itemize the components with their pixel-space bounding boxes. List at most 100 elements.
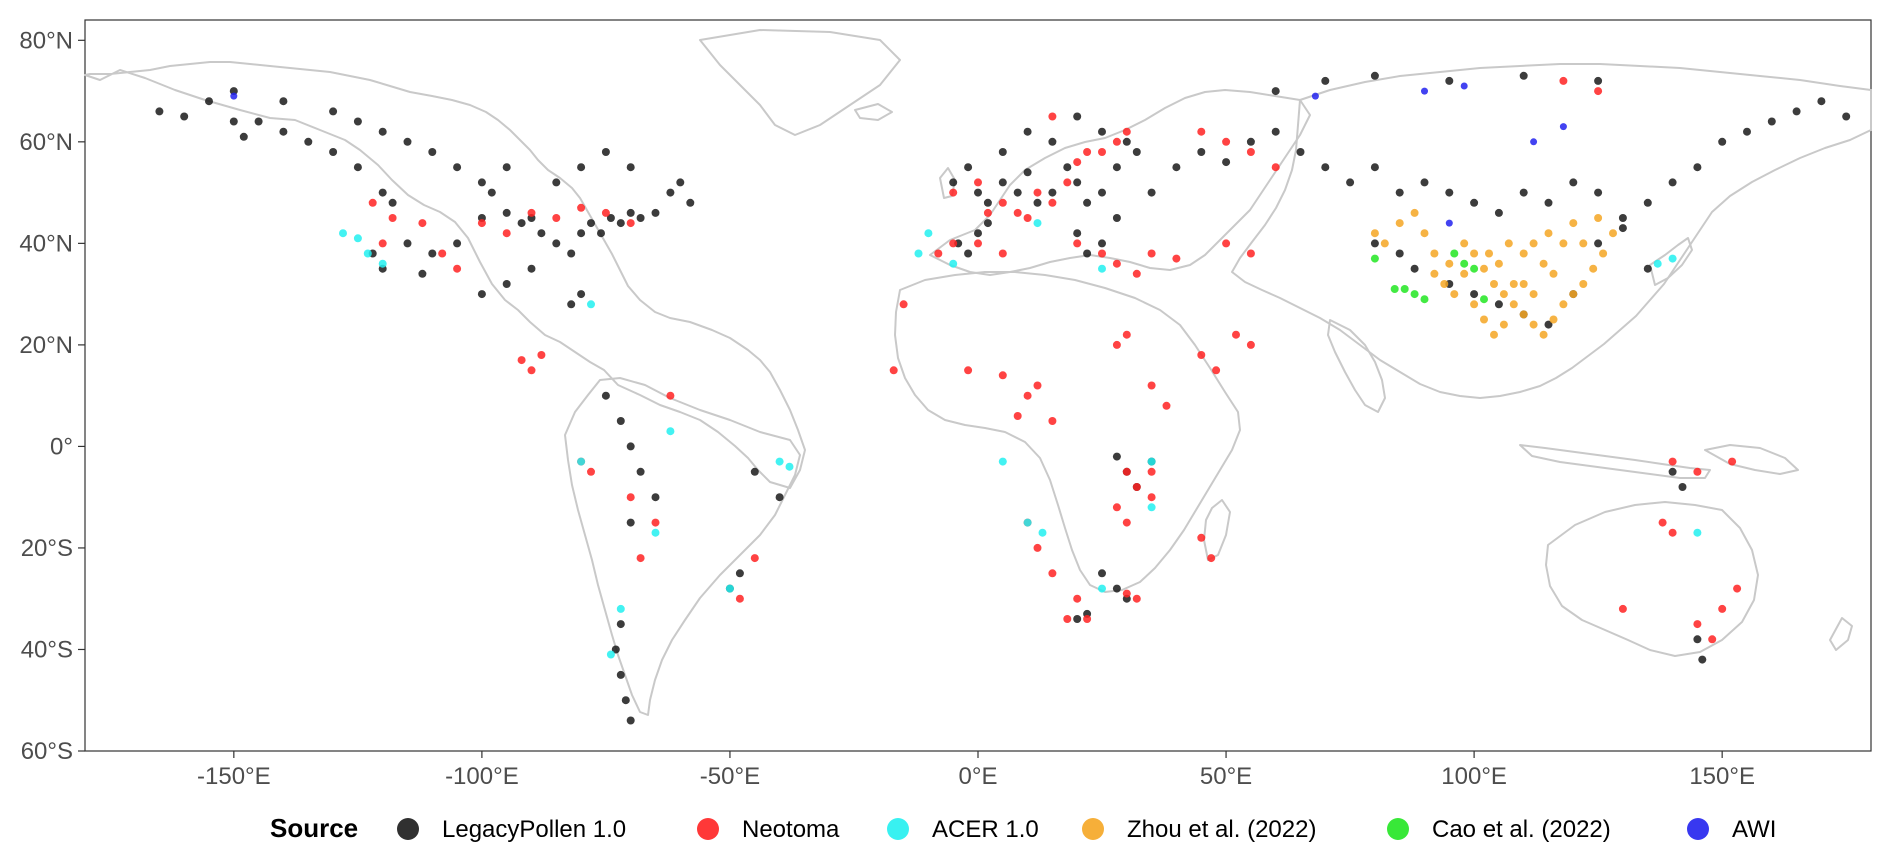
site-point-zhou-et-al-2022 <box>1559 300 1568 309</box>
site-point-legacypollen-1-0 <box>428 148 437 156</box>
site-point-neotoma <box>1246 148 1255 156</box>
site-point-legacypollen-1-0 <box>1743 127 1751 136</box>
site-point-legacypollen-1-0 <box>974 188 982 197</box>
site-point-acer-1-0 <box>651 528 660 537</box>
site-point-legacypollen-1-0 <box>1048 188 1057 197</box>
site-point-legacypollen-1-0 <box>567 249 576 258</box>
site-point-zhou-et-al-2022 <box>1559 239 1568 248</box>
site-point-legacypollen-1-0 <box>1271 87 1280 96</box>
site-point-neotoma <box>974 178 982 187</box>
site-point-zhou-et-al-2022 <box>1430 249 1439 258</box>
site-point-legacypollen-1-0 <box>502 163 511 172</box>
site-point-legacypollen-1-0 <box>1519 188 1528 197</box>
site-point-awi <box>1311 92 1319 100</box>
site-point-neotoma <box>1122 127 1131 136</box>
site-point-legacypollen-1-0 <box>329 148 338 156</box>
site-point-cao-et-al-2022 <box>1480 295 1488 304</box>
site-point-legacypollen-1-0 <box>735 569 744 578</box>
site-point-legacypollen-1-0 <box>1668 178 1677 187</box>
legend-label: Cao et al. (2022) <box>1432 816 1611 843</box>
site-point-legacypollen-1-0 <box>1668 467 1677 476</box>
y-tick-label: 40°N <box>19 230 73 257</box>
site-point-zhou-et-al-2022 <box>1370 229 1379 238</box>
site-point-legacypollen-1-0 <box>1063 163 1072 172</box>
site-point-zhou-et-al-2022 <box>1430 269 1439 278</box>
site-point-legacypollen-1-0 <box>229 87 238 96</box>
site-point-legacypollen-1-0 <box>1519 71 1528 80</box>
site-point-neotoma <box>552 214 561 222</box>
site-point-zhou-et-al-2022 <box>1519 310 1528 319</box>
site-point-zhou-et-al-2022 <box>1470 300 1479 309</box>
site-point-zhou-et-al-2022 <box>1549 315 1558 324</box>
site-point-acer-1-0 <box>339 229 347 238</box>
x-tick-label: 150°E <box>1689 763 1755 790</box>
site-point-neotoma <box>502 229 511 238</box>
site-point-neotoma <box>1728 457 1737 466</box>
site-point-neotoma <box>1668 528 1677 537</box>
x-tick-label: 100°E <box>1441 763 1507 790</box>
x-tick-label: 50°E <box>1200 763 1252 790</box>
legend-label: LegacyPollen 1.0 <box>442 816 626 843</box>
site-point-neotoma <box>1122 467 1131 476</box>
site-point-neotoma <box>1232 330 1240 339</box>
site-point-legacypollen-1-0 <box>1494 208 1503 217</box>
site-point-neotoma <box>1197 127 1206 136</box>
site-point-zhou-et-al-2022 <box>1450 290 1459 299</box>
site-point-legacypollen-1-0 <box>601 391 610 400</box>
legend-entries: LegacyPollen 1.0 Neotoma ACER 1.0 Zhou et a… <box>397 816 1776 843</box>
legend-label: AWI <box>1732 816 1776 843</box>
site-point-neotoma <box>1073 594 1082 603</box>
site-point-legacypollen-1-0 <box>1197 148 1206 156</box>
site-point-neotoma <box>1063 178 1072 187</box>
site-point-awi <box>1460 82 1468 90</box>
site-point-acer-1-0 <box>949 259 958 268</box>
site-point-legacypollen-1-0 <box>239 132 248 141</box>
site-point-zhou-et-al-2022 <box>1579 280 1588 288</box>
site-point-neotoma <box>1112 259 1121 268</box>
site-point-legacypollen-1-0 <box>1445 76 1454 85</box>
legend-title: Source <box>270 813 358 843</box>
site-point-legacypollen-1-0 <box>1410 264 1419 273</box>
site-point-legacypollen-1-0 <box>254 117 263 126</box>
site-point-neotoma <box>1048 417 1057 425</box>
site-point-neotoma <box>998 371 1007 380</box>
coastline-australia <box>1545 501 1759 657</box>
site-point-legacypollen-1-0 <box>1370 239 1379 248</box>
site-point-legacypollen-1-0 <box>378 127 387 136</box>
site-point-neotoma <box>1033 381 1042 390</box>
site-point-neotoma <box>1073 158 1082 167</box>
site-point-neotoma <box>1693 620 1702 629</box>
site-point-neotoma <box>1212 366 1221 375</box>
site-point-legacypollen-1-0 <box>636 214 645 222</box>
site-point-legacypollen-1-0 <box>1321 163 1330 172</box>
site-point-zhou-et-al-2022 <box>1519 280 1528 288</box>
site-point-legacypollen-1-0 <box>1246 137 1255 146</box>
site-point-legacypollen-1-0 <box>1594 188 1603 197</box>
site-point-legacypollen-1-0 <box>1321 76 1330 85</box>
site-point-neotoma <box>1132 269 1141 278</box>
site-point-legacypollen-1-0 <box>1395 188 1404 197</box>
site-point-legacypollen-1-0 <box>1073 229 1082 238</box>
site-point-acer-1-0 <box>587 300 595 309</box>
site-point-legacypollen-1-0 <box>1073 615 1082 623</box>
site-point-neotoma <box>1063 615 1072 623</box>
site-point-zhou-et-al-2022 <box>1460 269 1469 278</box>
site-point-neotoma <box>388 214 397 222</box>
site-point-legacypollen-1-0 <box>1693 635 1702 644</box>
site-point-legacypollen-1-0 <box>1470 198 1479 207</box>
coastline-europe <box>929 89 1311 276</box>
site-point-awi <box>1445 219 1453 227</box>
site-point-neotoma <box>1048 569 1057 578</box>
site-point-acer-1-0 <box>914 249 923 258</box>
site-point-neotoma <box>934 249 943 258</box>
site-point-neotoma <box>1083 148 1092 156</box>
site-point-zhou-et-al-2022 <box>1380 239 1389 248</box>
site-point-legacypollen-1-0 <box>378 188 387 197</box>
legend-entry: AWI <box>1687 816 1776 843</box>
site-point-legacypollen-1-0 <box>1098 188 1106 197</box>
y-tick-label: 60°N <box>19 129 73 156</box>
site-point-neotoma <box>1147 381 1156 390</box>
site-point-neotoma <box>1033 543 1042 552</box>
y-tick-label: 20°S <box>21 535 73 562</box>
coastline-greenland <box>699 29 901 136</box>
